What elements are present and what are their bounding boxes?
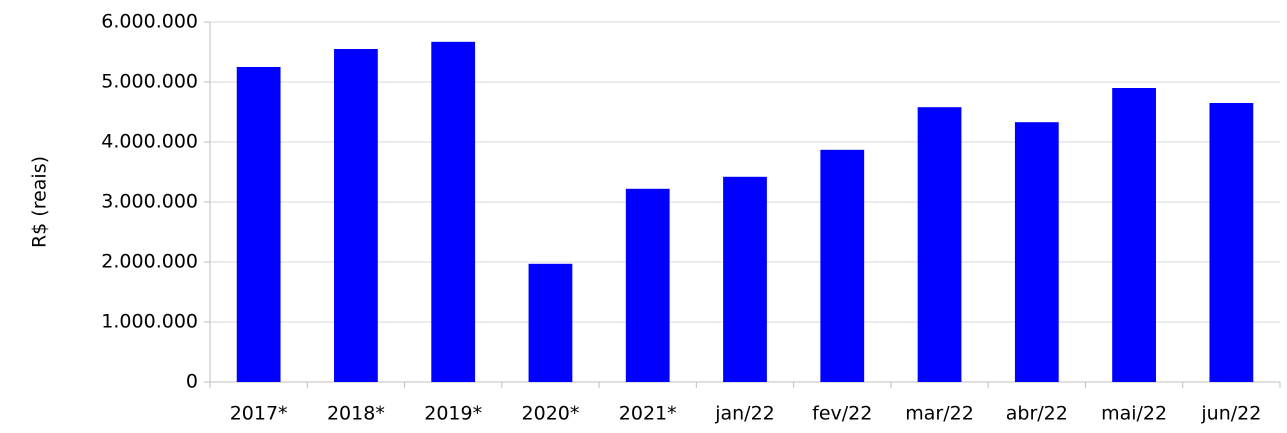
bar bbox=[917, 107, 962, 382]
y-tick-label: 1.000.000 bbox=[101, 311, 198, 333]
x-tick-label: mai/22 bbox=[1101, 403, 1167, 425]
bar bbox=[1014, 122, 1059, 382]
y-tick-label: 3.000.000 bbox=[101, 191, 198, 213]
bar bbox=[820, 149, 865, 382]
x-tick-label: 2019* bbox=[424, 403, 482, 425]
bar bbox=[431, 41, 476, 383]
bar bbox=[528, 263, 573, 382]
x-tick-label: jan/22 bbox=[714, 403, 775, 425]
y-tick-label: 6.000.000 bbox=[101, 11, 198, 33]
x-tick-label: jun/22 bbox=[1200, 403, 1261, 425]
y-tick-label: 4.000.000 bbox=[101, 131, 198, 153]
bar bbox=[723, 176, 767, 382]
x-tick-label: mar/22 bbox=[905, 403, 974, 425]
y-tick-label: 5.000.000 bbox=[101, 71, 198, 93]
x-tick-label: fev/22 bbox=[812, 403, 872, 425]
y-axis-label: R$ (reais) bbox=[29, 156, 51, 248]
bar bbox=[625, 188, 670, 382]
x-tick-label: 2021* bbox=[619, 403, 677, 425]
x-tick-label: 2020* bbox=[522, 403, 580, 425]
bar bbox=[1209, 103, 1254, 382]
bar bbox=[334, 49, 378, 382]
bar bbox=[236, 67, 281, 382]
y-tick-label: 2.000.000 bbox=[101, 251, 198, 273]
x-tick-label: 2017* bbox=[230, 403, 288, 425]
bar bbox=[1112, 88, 1156, 382]
x-tick-label: 2018* bbox=[327, 403, 385, 425]
y-tick-label: 0 bbox=[186, 371, 198, 393]
x-tick-label: abr/22 bbox=[1006, 403, 1068, 425]
